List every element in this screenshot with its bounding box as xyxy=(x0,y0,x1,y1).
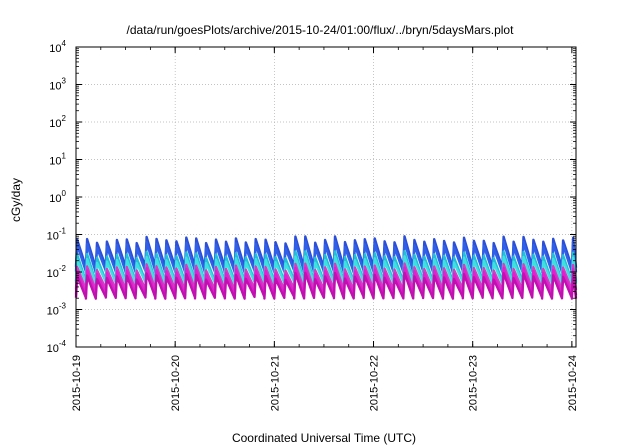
series-line-5 xyxy=(74,262,578,292)
y-tick-label: 100 xyxy=(49,189,66,205)
x-tick-label: 2015-10-23 xyxy=(468,355,480,411)
y-tick-label: 10-1 xyxy=(47,227,67,243)
y-axis-label: cGy/day xyxy=(9,178,23,222)
y-tick-label: 10-2 xyxy=(47,264,67,280)
series-line-2 xyxy=(74,240,578,274)
x-tick-label: 2015-10-22 xyxy=(369,355,381,411)
x-tick-label: 2015-10-20 xyxy=(170,355,182,411)
chart-title: /data/run/goesPlots/archive/2015-10-24/0… xyxy=(127,23,515,37)
y-tick-label: 10-3 xyxy=(47,302,67,318)
x-tick-label: 2015-10-19 xyxy=(71,355,83,411)
y-tick-label: 103 xyxy=(49,77,66,93)
ticks: 10-4 10-3 10-2 10-1 100 101 102 103 104 2015-10-1… xyxy=(47,39,579,411)
y-tick-label: 101 xyxy=(49,152,66,168)
x-tick-label: 2015-10-24 xyxy=(567,355,579,411)
series-line-4 xyxy=(74,255,578,285)
x-axis-label: Coordinated Universal Time (UTC) xyxy=(232,431,416,445)
x-tick-label: 2015-10-21 xyxy=(269,355,281,411)
series-group xyxy=(74,235,578,300)
series-line-7 xyxy=(74,271,578,300)
y-tick-label: 104 xyxy=(49,39,66,55)
y-tick-label: 102 xyxy=(49,114,66,130)
y-tick-label: 10-4 xyxy=(47,339,67,355)
